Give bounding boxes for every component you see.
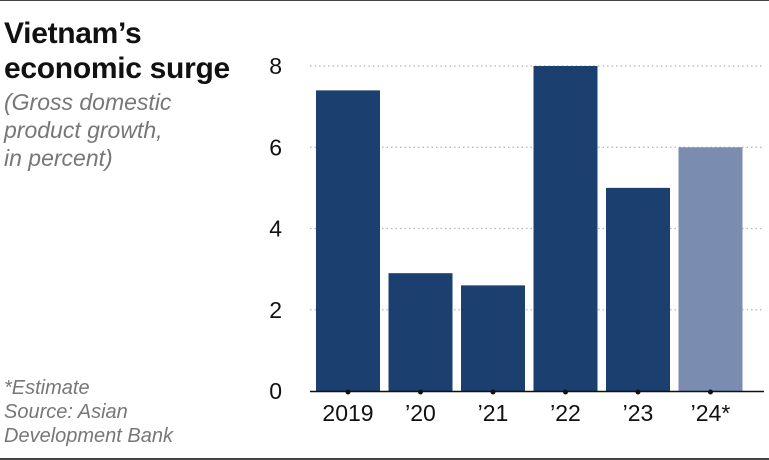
x-tick-label-5: ’24* xyxy=(691,400,731,426)
subtitle-line-3: in percent) xyxy=(4,145,113,171)
title-line-2: economic surge xyxy=(4,52,230,85)
x-tick-mark-1 xyxy=(418,389,423,395)
bar-0 xyxy=(316,90,380,391)
chart-footnote: *Estimate Source: Asian Development Bank xyxy=(4,376,234,448)
x-tick-label-0: 2019 xyxy=(322,400,373,426)
y-tick-label-8: 8 xyxy=(269,53,282,79)
subtitle-line-2: product growth, xyxy=(4,117,163,143)
title-line-1: Vietnam’s xyxy=(4,17,142,50)
bar-4 xyxy=(606,187,670,391)
x-tick-mark-5 xyxy=(708,389,713,395)
y-tick-label-6: 6 xyxy=(269,134,282,160)
bottom-rule xyxy=(0,458,769,460)
source-line-1: Source: Asian xyxy=(4,401,128,423)
bar-2 xyxy=(461,285,525,391)
bar-5 xyxy=(678,147,743,391)
source-line-2: Development Bank xyxy=(4,425,173,447)
subtitle-line-1: (Gross domestic xyxy=(4,89,172,115)
y-tick-label-2: 2 xyxy=(269,297,282,323)
x-tick-mark-2 xyxy=(490,389,496,395)
estimate-note: *Estimate xyxy=(4,377,90,399)
x-tick-label-4: ’23 xyxy=(623,400,654,426)
x-tick-label-3: ’22 xyxy=(550,400,581,426)
x-tick-mark-4 xyxy=(635,389,641,395)
top-rule xyxy=(0,0,769,1)
chart-subtitle: (Gross domestic product growth, in perce… xyxy=(4,88,224,172)
bar-3 xyxy=(533,66,598,391)
x-tick-label-2: ’21 xyxy=(478,400,509,426)
x-tick-mark-0 xyxy=(345,389,351,395)
bar-1 xyxy=(388,273,453,391)
y-tick-label-4: 4 xyxy=(269,216,282,242)
chart-title: Vietnam’s economic surge xyxy=(4,16,244,86)
x-tick-mark-3 xyxy=(563,389,568,395)
x-tick-label-1: ’20 xyxy=(405,400,436,426)
y-tick-label-0: 0 xyxy=(269,378,282,404)
